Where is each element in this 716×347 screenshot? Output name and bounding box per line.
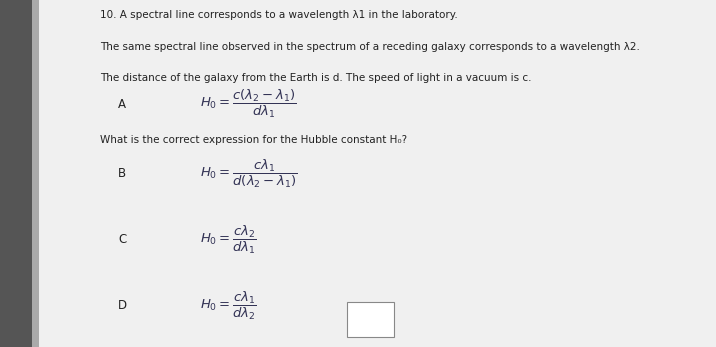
FancyBboxPatch shape bbox=[347, 302, 394, 337]
Text: $H_0=\dfrac{c\lambda_1}{d\lambda_2}$: $H_0=\dfrac{c\lambda_1}{d\lambda_2}$ bbox=[200, 289, 258, 322]
Text: 10. A spectral line corresponds to a wavelength λ1 in the laboratory.: 10. A spectral line corresponds to a wav… bbox=[100, 10, 458, 20]
Bar bbox=[32, 0, 50, 347]
Text: B: B bbox=[118, 167, 126, 180]
Text: A: A bbox=[118, 98, 126, 111]
Text: D: D bbox=[118, 299, 127, 312]
Text: The distance of the galaxy from the Earth is d. The speed of light in a vacuum i: The distance of the galaxy from the Eart… bbox=[100, 73, 532, 83]
Text: What is the correct expression for the Hubble constant H₀?: What is the correct expression for the H… bbox=[100, 135, 407, 145]
Text: $H_0=\dfrac{c\lambda_1}{d(\lambda_2-\lambda_1)}$: $H_0=\dfrac{c\lambda_1}{d(\lambda_2-\lam… bbox=[200, 157, 298, 190]
Bar bbox=[0, 0, 32, 347]
Text: C: C bbox=[118, 233, 127, 246]
Text: The same spectral line observed in the spectrum of a receding galaxy corresponds: The same spectral line observed in the s… bbox=[100, 42, 640, 52]
Text: $H_0=\dfrac{c(\lambda_2-\lambda_1)}{d\lambda_1}$: $H_0=\dfrac{c(\lambda_2-\lambda_1)}{d\la… bbox=[200, 88, 297, 120]
Text: $H_0=\dfrac{c\lambda_2}{d\lambda_1}$: $H_0=\dfrac{c\lambda_2}{d\lambda_1}$ bbox=[200, 223, 258, 256]
